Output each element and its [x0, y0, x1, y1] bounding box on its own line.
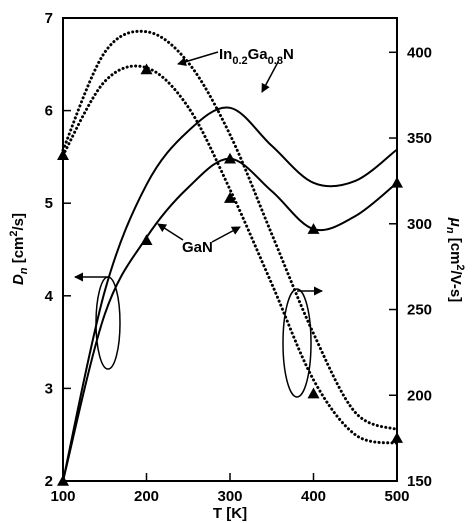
annotation-gan-group: GaN	[157, 223, 241, 256]
x-tick-label: 400	[301, 488, 326, 505]
annotation-gan-arrow-2	[211, 226, 241, 243]
y-right-axis-title: μn [cm2/V-s]	[444, 217, 466, 302]
y-right-tick-label: 400	[407, 44, 432, 61]
y-right-tick-label: 300	[407, 216, 432, 233]
annotation-ingan-arrow-2	[261, 61, 279, 93]
right-axis-indicator	[282, 286, 323, 398]
marker-triangle-left	[391, 176, 403, 188]
marker-triangle-left	[224, 152, 236, 164]
plot-area-frame	[62, 17, 398, 482]
marker-triangle-right	[224, 192, 236, 203]
x-axis-title: T [K]	[213, 505, 247, 522]
marker-triangle-right	[140, 63, 153, 75]
series-line-2-left-solid	[62, 157, 398, 482]
annotation-gan-label: GaN	[182, 239, 213, 256]
x-tick-label: 100	[50, 488, 75, 505]
y-left-tick-label: 6	[45, 103, 53, 120]
marker-triangle-right	[307, 387, 320, 399]
x-tick-label: 500	[384, 488, 409, 505]
left-axis-indicator	[74, 272, 121, 370]
y-left-tick-label: 3	[45, 380, 53, 397]
marker-triangle-left	[140, 234, 153, 246]
series-layer	[61, 29, 399, 482]
marker-triangle-left	[307, 223, 320, 234]
x-tick-label: 300	[217, 488, 242, 505]
ticks-layer: 100 200 300 400 500 2 3 4 5 6 7 150 200 250 300 350 400	[45, 10, 432, 505]
annotation-ingan-arrow-1	[177, 51, 219, 67]
left-axis-ellipse	[95, 276, 121, 370]
series-line-4-right-dotted	[61, 64, 399, 445]
y-left-tick-label: 5	[45, 195, 53, 212]
annotation-ingan-label: In0.2Ga0.8N	[219, 46, 294, 67]
right-axis-ellipse	[282, 288, 312, 398]
y-right-tick-label: 200	[407, 387, 432, 404]
series-line-3-right-dotted	[61, 29, 399, 432]
marker-triangle-right	[391, 432, 403, 443]
marker-layer	[57, 63, 403, 486]
y-left-tick-label: 4	[45, 288, 54, 305]
y-left-tick-label: 7	[45, 10, 53, 27]
y-left-axis-title: Dn [cm2/s]	[8, 213, 30, 285]
marker-triangle-right	[57, 149, 69, 160]
x-tick-label: 200	[134, 488, 159, 505]
y-right-tick-label: 250	[407, 302, 432, 319]
y-right-tick-label: 150	[407, 473, 432, 490]
annotation-ingan-group: In0.2Ga0.8N	[177, 46, 294, 93]
marker-triangle-left	[57, 475, 69, 486]
series-line-1-left-solid	[62, 106, 398, 482]
annotation-gan-arrow-1	[157, 223, 184, 241]
y-right-tick-label: 350	[407, 130, 432, 147]
y-left-tick-label: 2	[45, 473, 53, 490]
